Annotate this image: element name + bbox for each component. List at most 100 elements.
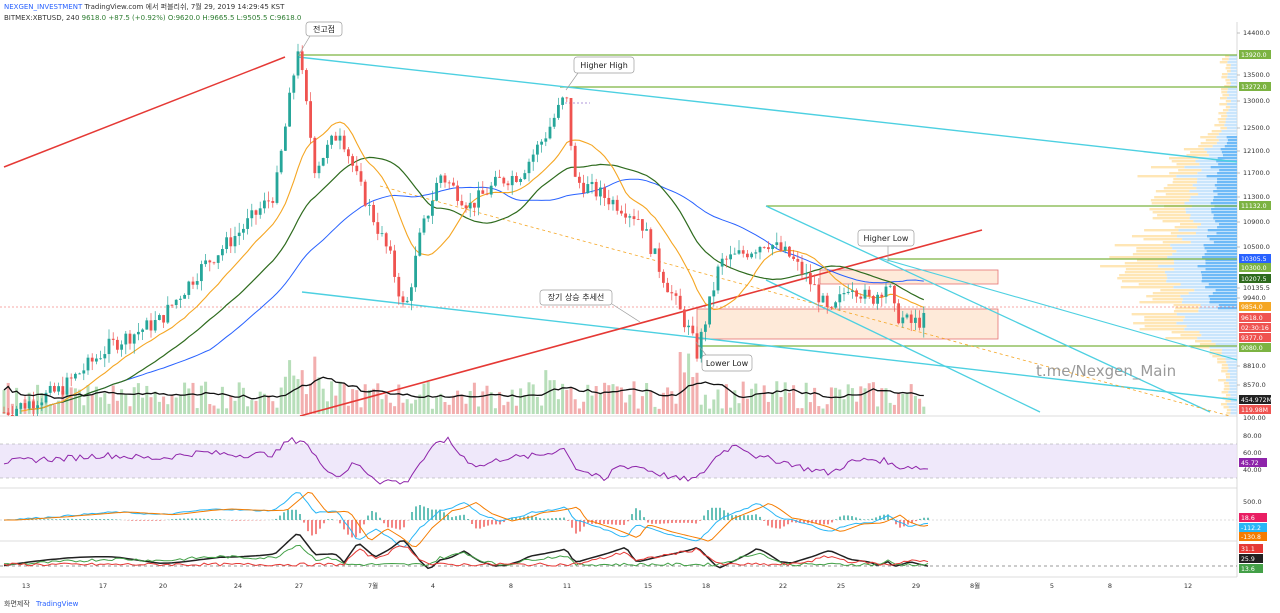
volume-bar [724,384,728,414]
price-axis-label: 8570.0 [1237,381,1266,389]
volume-bar [842,399,846,414]
macd-histogram-bar [515,517,517,520]
volume-bar [422,383,426,414]
candle [313,136,317,179]
volume-bar [124,393,128,414]
candle [800,255,804,281]
annotation-higher-high[interactable]: Higher High [565,56,635,91]
volume-bar [615,386,619,414]
candle [615,195,619,215]
macd-histogram-bar [379,517,381,520]
volume-profile-bar [1100,265,1159,268]
macd-histogram-bar [779,520,781,529]
candle [212,261,216,265]
rsi-value-text: 45.72 [1241,460,1259,467]
volume-bar [321,388,325,414]
volume-profile-bar [1169,157,1199,160]
annotation-long-term-trendline[interactable]: 장기 상승 추세선 [539,289,641,323]
candle [603,183,606,206]
volume-profile-bar [1152,211,1186,214]
volume-profile-bar [1180,283,1237,286]
candle [309,92,312,144]
volume-bar [204,381,208,414]
volume-bar [183,382,187,414]
candle [771,244,774,256]
volume-profile-bar [1227,76,1237,79]
price-axis-label: 119.98M [1239,405,1271,414]
candle [179,295,182,308]
volume-bar [548,380,552,414]
volume-profile-bar [1224,85,1230,88]
macd-histogram-bar [555,517,557,520]
candle [418,228,422,257]
candle [48,381,52,396]
candle [384,231,388,254]
macd-histogram-bar [287,509,289,520]
macd-histogram-bar [107,519,109,520]
macd-histogram-bar [67,518,69,520]
volume-profile-bar [1209,301,1237,304]
macd-histogram-bar [899,520,901,528]
volume-bar [73,388,77,414]
price-axis-label: 02:30:16 [1239,323,1271,332]
tradingview-logo[interactable]: TradingView [36,600,79,608]
volume-bar [573,399,577,414]
candle [40,398,44,411]
candle [876,292,879,310]
macd-histogram-bar [823,520,825,525]
price-axis-label: 9377.0 [1239,333,1271,342]
time-axis-label: 24 [234,582,242,590]
price-axis-label: 10300.0 [1239,263,1271,272]
volume-bar [687,353,691,414]
candle [23,396,27,410]
rsi-axis-label: 40.00 [1243,466,1262,474]
annotation-previous-high[interactable]: 전고점 [297,21,343,57]
volume-bar [296,379,300,414]
time-axis[interactable]: 13 17 20 24 27 7월 4 8 11 15 18 22 25 29 8월 5 8 12 [22,581,1192,590]
macd-histogram-bar [319,520,321,529]
macd-histogram-bar [655,520,657,524]
volume-profile-bar [1133,322,1177,325]
macd-histogram-bar [315,520,317,535]
macd-histogram-bar [47,519,49,520]
volume-bar [834,387,838,414]
macd-histogram-bar [855,517,857,520]
candle [594,178,598,201]
volume-profile-bar [1228,109,1237,112]
macd-histogram-bar [75,519,77,520]
candle [111,332,115,346]
candle [489,181,493,198]
volume-bar [510,389,514,414]
volume-bar [863,388,867,414]
annotation-higher-low[interactable]: Higher Low [857,229,915,262]
svg-text:119.98M: 119.98M [1241,407,1268,414]
volume-profile-bar [1227,103,1237,106]
volume-profile-bar [1169,172,1198,175]
candle [275,165,279,205]
time-axis-label: 25 [837,582,845,590]
volume-profile-bar [1220,97,1227,100]
candle [481,181,485,195]
candle [733,247,737,255]
volume-profile-bar [1226,409,1231,412]
volume-bar [825,404,829,414]
macd-histogram-bar [871,518,873,520]
macd-histogram-bar [751,514,753,520]
candle [204,253,207,267]
price-axis[interactable]: 14400.0 13920.0 13500.0 13272.0 13000.0 12500… [1237,29,1272,414]
annotation-lower-low[interactable]: Lower Low [695,341,753,372]
volume-profile-bar [1227,364,1237,367]
price-axis-label: 14400.0 [1237,29,1270,37]
volume-bar [636,408,640,414]
symbol-label[interactable]: BITMEX:XBTUSD, 240 [4,14,80,22]
rsi-axis-label: 100.00 [1243,414,1266,422]
candle [884,282,888,304]
macd-histogram-bar [651,520,653,524]
macd-histogram-bar [911,520,913,524]
volume-profile-bar [1173,310,1199,313]
volume-profile-bar [1190,151,1207,154]
ma-green-line [29,156,925,410]
publisher-name[interactable]: NEXGEN_INVESTMENT [4,3,83,11]
candle [674,290,678,305]
